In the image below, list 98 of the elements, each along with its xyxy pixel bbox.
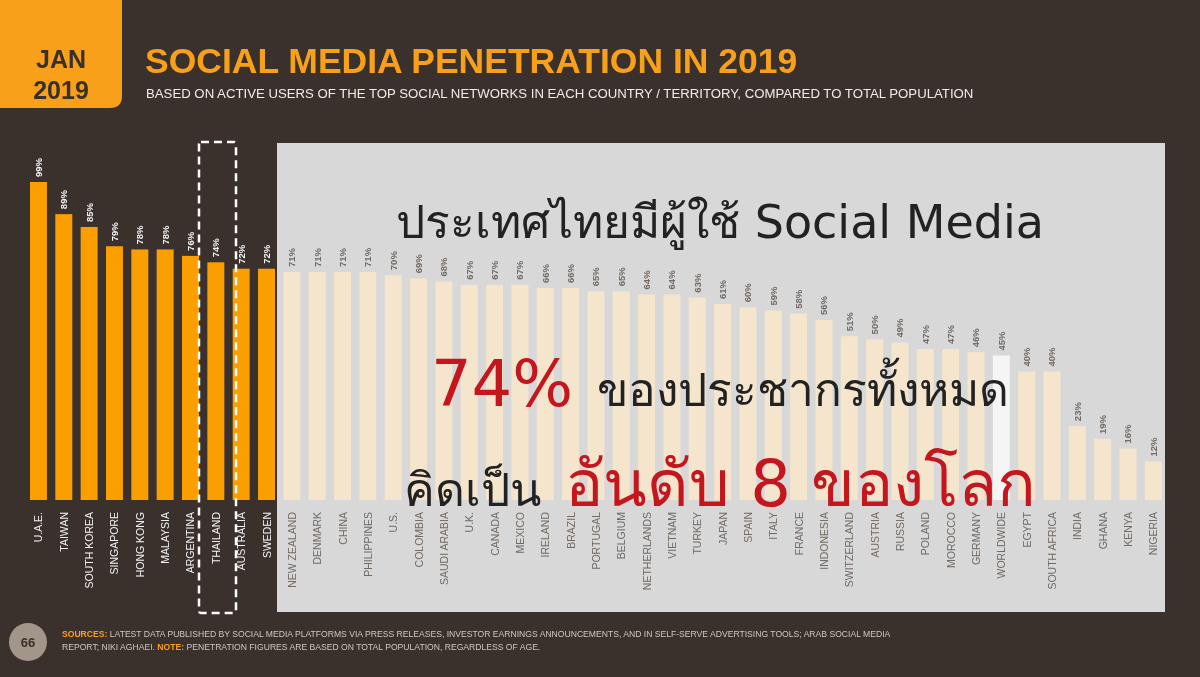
data-label: 65% <box>590 266 602 287</box>
x-tick-label: HONG KONG <box>133 512 146 578</box>
data-label: 78% <box>134 224 146 245</box>
chart-title: SOCIAL MEDIA PENETRATION IN 2019 <box>145 41 798 81</box>
annotation: ของประชากรทั้งหมด <box>597 350 1010 417</box>
page-number: 66 <box>20 634 36 650</box>
data-label: 65% <box>615 266 627 287</box>
data-label: 64% <box>666 269 678 290</box>
data-label: 71% <box>362 247 374 267</box>
data-label: 70% <box>387 250 399 271</box>
data-label: 99% <box>32 157 44 177</box>
x-tick-label: MEXICO <box>513 512 526 554</box>
data-label: 47% <box>945 324 957 345</box>
data-label: 64% <box>641 269 653 290</box>
data-label: 67% <box>514 260 526 280</box>
data-label: 47% <box>919 324 931 345</box>
x-tick-label: DENMARK <box>311 512 324 565</box>
data-label: 12% <box>1147 436 1159 457</box>
x-tick-label: THAILAND <box>209 511 222 564</box>
annotation: 74% <box>430 348 574 422</box>
x-tick-label: EGYPT <box>1020 511 1033 548</box>
data-label: 68% <box>438 257 450 277</box>
x-tick-label: NEW ZEALAND <box>285 511 298 588</box>
data-label: 23% <box>1071 401 1083 422</box>
data-label: 66% <box>565 263 577 283</box>
annotation: ประเทศไทยมีผู้ใช้ Social Media <box>396 194 1044 249</box>
data-label: 89% <box>58 189 70 210</box>
data-label: 67% <box>489 260 501 280</box>
x-tick-label: VIETNAM <box>665 512 678 559</box>
x-tick-label: SWEDEN <box>260 512 273 559</box>
x-tick-label: JAPAN <box>716 512 729 546</box>
x-tick-label: TAIWAN <box>57 512 70 552</box>
x-tick-label: SOUTH AFRICA <box>1045 512 1058 590</box>
data-label: 71% <box>311 247 323 267</box>
x-tick-label: PHILIPPINES <box>361 512 374 577</box>
x-tick-label: BRAZIL <box>564 511 577 549</box>
data-label: 59% <box>767 285 779 306</box>
x-tick-label: U.K. <box>463 512 476 533</box>
data-label: 46% <box>970 327 982 348</box>
x-tick-label: INDIA <box>1071 512 1084 541</box>
data-label: 40% <box>1021 346 1033 367</box>
x-tick-label: SAUDI ARABIA <box>437 512 450 585</box>
x-tick-label: ITALY <box>767 512 780 540</box>
data-label: 76% <box>185 231 196 251</box>
data-label: 71% <box>286 247 298 267</box>
data-label: 19% <box>1097 414 1109 434</box>
x-tick-label: POLAND <box>919 511 932 556</box>
data-label: 58% <box>793 289 805 309</box>
data-label: 40% <box>1046 346 1058 367</box>
data-label: 85% <box>83 202 95 222</box>
x-tick-label: WORLDWIDE <box>995 512 1008 579</box>
x-tick-label: AUSTRALIA <box>235 512 248 571</box>
data-label: 61% <box>717 279 729 300</box>
data-label: 56% <box>818 295 830 316</box>
data-label: 78% <box>159 224 171 245</box>
x-tick-label: BELGIUM <box>615 512 628 560</box>
x-tick-label: IRELAND <box>539 511 552 558</box>
x-tick-label: NETHERLANDS <box>640 512 653 591</box>
x-tick-label: U.A.E. <box>32 512 45 543</box>
x-tick-label: GERMANY <box>969 512 982 566</box>
x-tick-label: ARGENTINA <box>184 512 197 574</box>
data-label: 51% <box>843 311 855 332</box>
data-label: 66% <box>539 263 551 283</box>
x-tick-label: FRANCE <box>792 512 805 556</box>
x-tick-label: KENYA <box>1121 512 1134 547</box>
data-label: 60% <box>742 282 754 303</box>
sources: SOURCES: LATEST DATA PUBLISHED BY SOCIAL MEDIA PLATFORMS VIA PRESS RELEASES, INVESTOR EARNINGS ANNOUNCEMENTS, AND IN SELF-SERVE ADVERTISING TOOLS; ARAB SOCIAL MEDIA REPORT; NIKI AGHAEI. NOTE: PENETRATION FIGURES ARE BASED ON TOTAL POPULATION, REGARDLESS OF AGE. <box>62 629 891 652</box>
x-tick-label: PORTUGAL <box>589 511 602 570</box>
x-tick-label: COLOMBIA <box>412 512 425 568</box>
data-label: 71% <box>337 247 349 267</box>
x-tick-label: RUSSIA <box>893 512 906 552</box>
data-label: 49% <box>894 318 906 338</box>
data-label: 67% <box>463 260 475 280</box>
x-tick-label: MALAYSIA <box>159 512 172 564</box>
data-label: 50% <box>869 314 881 335</box>
x-tick-label: INDONESIA <box>817 512 830 570</box>
data-label: 45% <box>995 330 1007 351</box>
x-tick-label: U.S. <box>387 512 400 533</box>
badge-label: JAN 2019 <box>33 45 89 104</box>
x-tick-label: CHINA <box>336 512 349 545</box>
x-tick-label: NIGERIA <box>1147 512 1160 556</box>
data-label: 72% <box>261 244 273 264</box>
x-tick-label: SWITZERLAND <box>843 511 856 588</box>
chart-subtitle: BASED ON ACTIVE USERS OF THE TOP SOCIAL NETWORKS IN EACH COUNTRY / TERRITORY, COMPARED TO TOTAL POPULATION <box>146 86 974 101</box>
x-tick-label: SOUTH KOREA <box>83 512 96 589</box>
data-label: 63% <box>691 273 703 293</box>
x-tick-label: TURKEY <box>691 512 704 555</box>
x-tick-label: SPAIN <box>741 512 754 543</box>
x-tick-label: GHANA <box>1096 512 1109 550</box>
x-tick-label: SINGAPORE <box>108 512 121 575</box>
data-label: 16% <box>1122 424 1134 444</box>
data-label: 72% <box>235 244 247 264</box>
data-label: 79% <box>108 221 120 242</box>
x-tick-label: CANADA <box>488 512 501 556</box>
data-label: 74% <box>210 237 222 258</box>
x-tick-label: MOROCCO <box>944 512 957 568</box>
data-label: 69% <box>413 253 425 274</box>
x-tick-label: AUSTRIA <box>868 512 881 558</box>
